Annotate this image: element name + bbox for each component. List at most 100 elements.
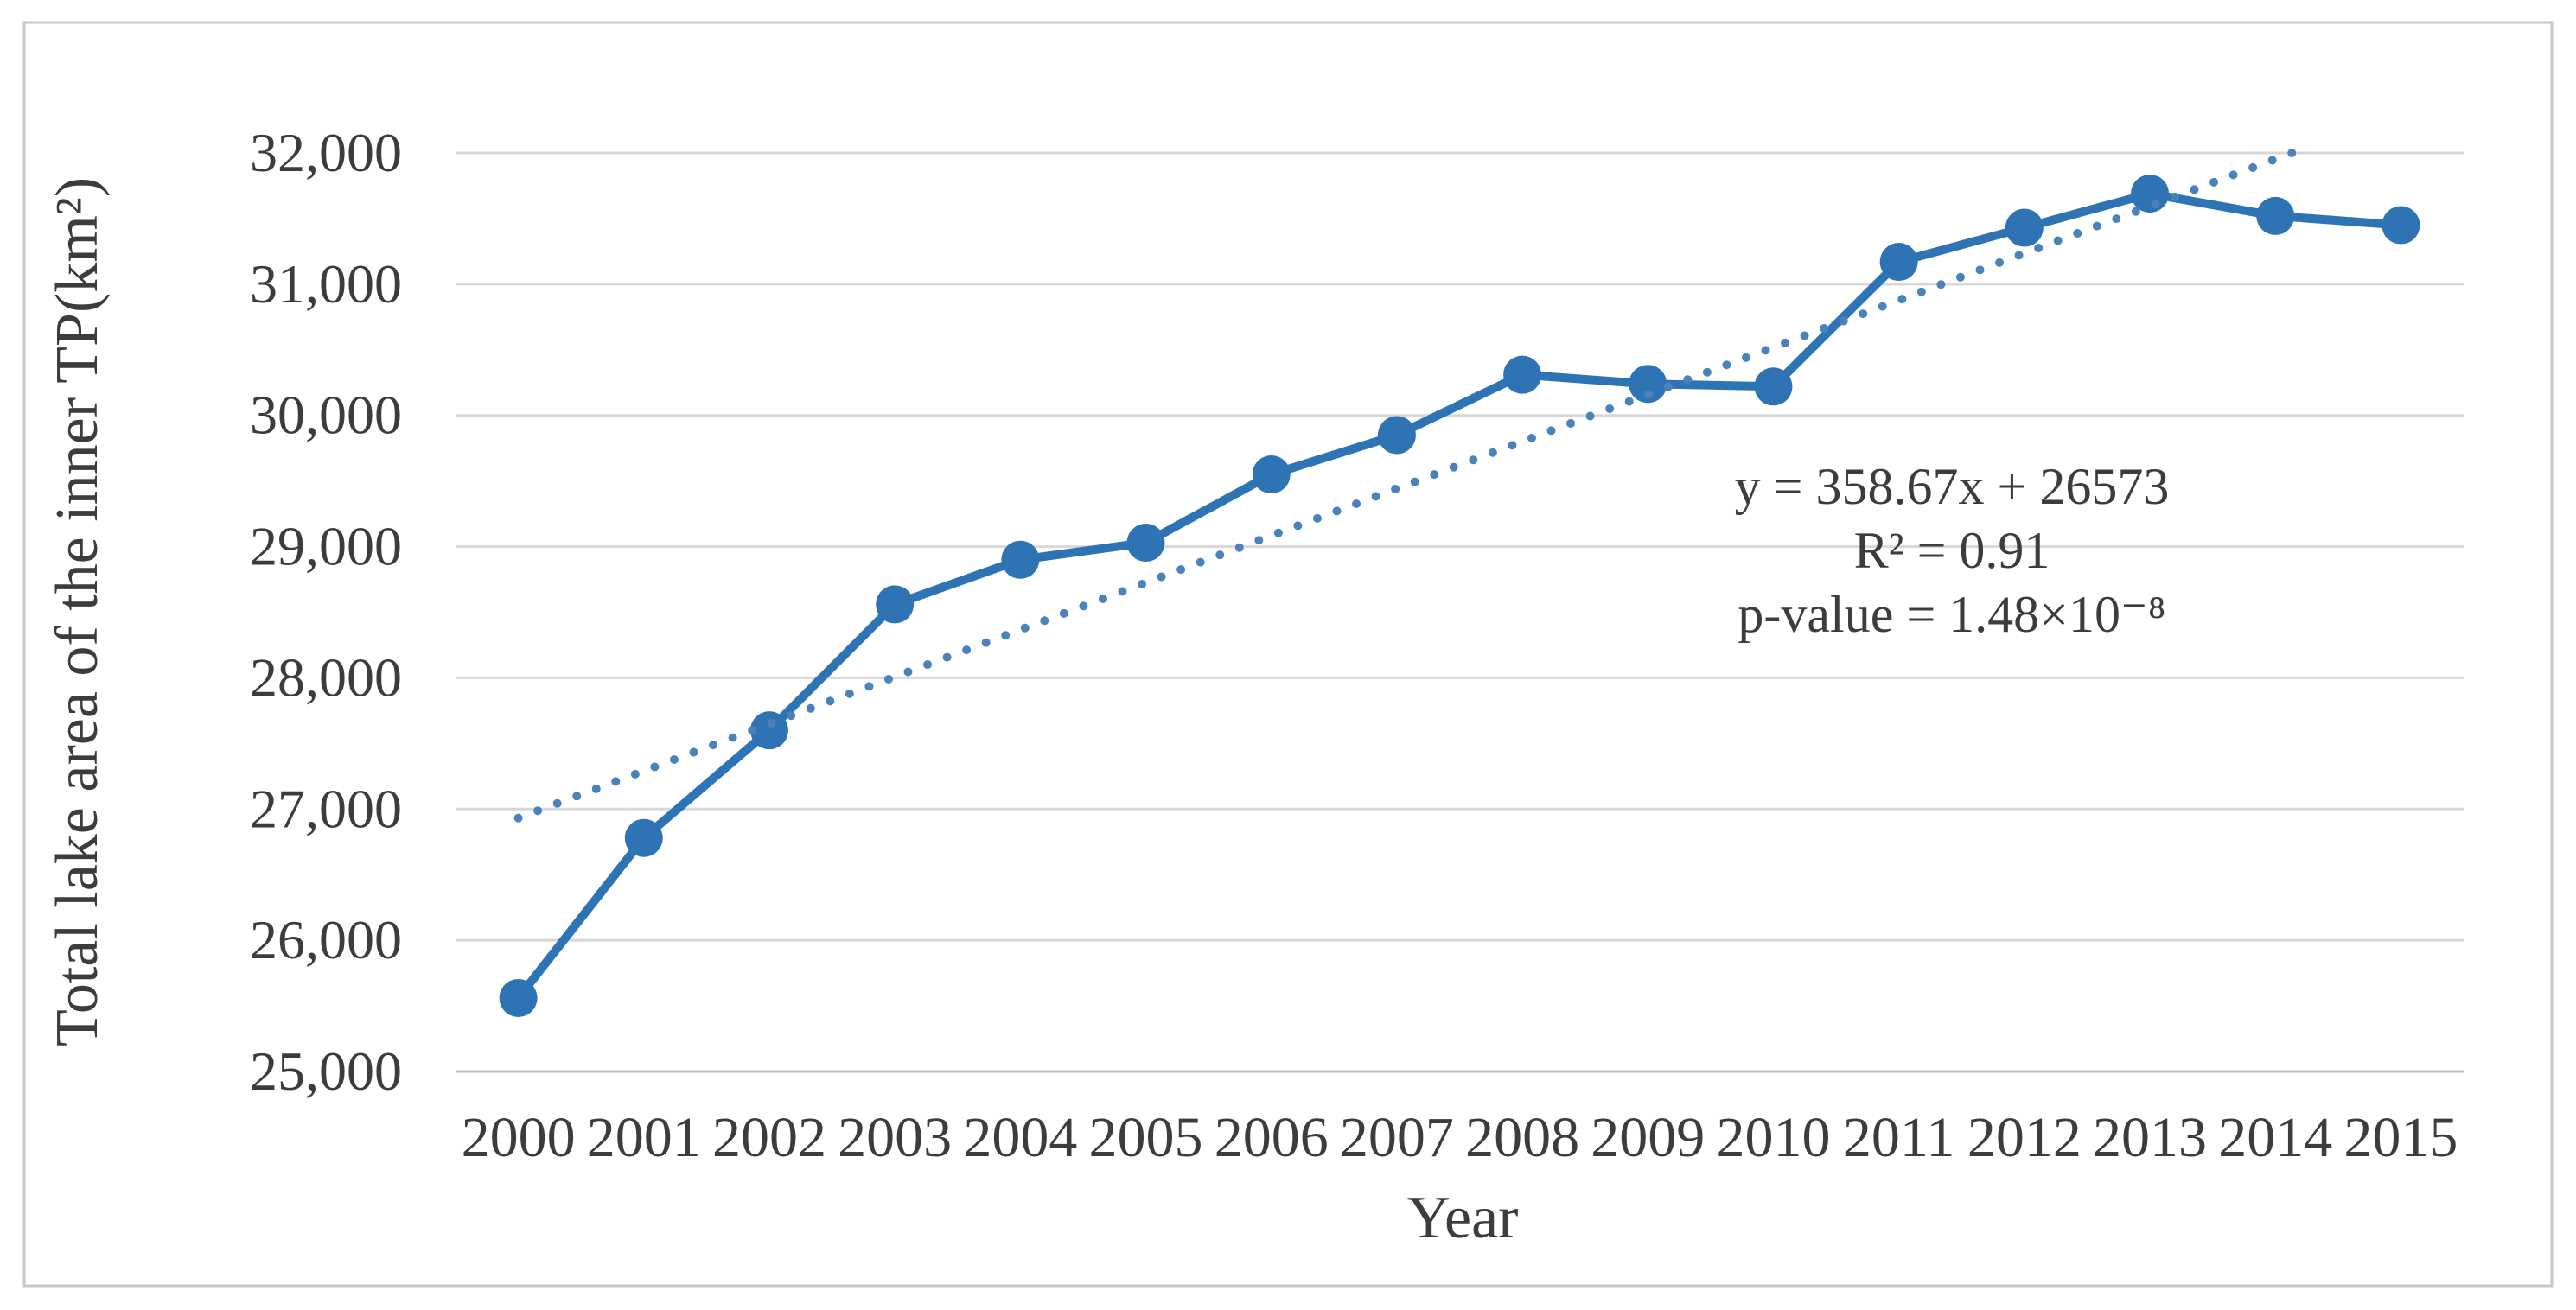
trendline-dot [2287,149,2297,157]
trendline-dot [1079,601,1088,611]
y-axis-title: Total lake area of the inner TP(km²) [44,177,111,1046]
trendline-dot [864,682,874,691]
annotation-equation: y = 358.67x + 26573 [1735,458,2170,515]
trendline-dot [1293,521,1303,531]
data-point-marker [876,585,915,624]
data-point-marker [1252,455,1291,494]
data-point-marker [2256,196,2295,235]
trendline-dot [1897,295,1907,304]
trendline-dot [826,696,835,706]
trendline-dot [2170,192,2179,201]
trendline-dot [2209,177,2219,187]
data-point-marker [1503,355,1542,394]
trendline-dot [2034,243,2044,252]
trendline-dot [1059,608,1068,618]
trendline-dot [1546,426,1556,436]
x-tick-label: 2010 [1716,1106,1830,1169]
x-tick-label: 2009 [1591,1106,1705,1169]
trendline-dot [2228,170,2238,180]
trendline-dot [669,754,679,764]
data-point-marker [1126,524,1165,563]
trendline-dot [1975,265,1985,275]
data-point-marker [749,711,788,750]
trendline-dotted [513,149,2297,823]
trendline-dot [1391,485,1400,494]
y-tick-label: 29,000 [250,516,402,577]
trendline-dot [1859,309,1868,319]
x-tick-label: 2003 [838,1106,952,1169]
y-tick-label: 28,000 [250,646,402,708]
x-axis-title: Year [1407,1185,1519,1251]
trendline-dot [1040,616,1049,626]
trendline-dot [552,798,562,808]
y-tick-label: 25,000 [250,1040,402,1102]
x-tick-label: 2002 [712,1106,826,1169]
trendline-dot [1157,572,1166,582]
trendline-dot [650,762,660,772]
trendline-dot [1215,550,1225,560]
trendline-dot [1761,346,1770,355]
trendline-dot [748,726,757,735]
trendline-dot [1020,623,1030,633]
trendline-dot [942,652,952,662]
trendline-dot [1254,536,1264,545]
trendline-dot [1410,477,1419,486]
trendline-dot [2248,162,2258,172]
trendline-dot [1995,258,2005,267]
trendline-dot [513,813,523,823]
trendline-dot [1488,448,1497,457]
trendline-dot [1234,543,1244,552]
trendline-dot [1800,331,1809,340]
x-tick-label: 2013 [2093,1106,2207,1169]
trendline-dot [845,689,854,698]
trendline-dot [1196,557,1205,567]
x-tick-label: 2014 [2218,1106,2332,1169]
trendline-dot [2267,156,2277,165]
trendline-dot [1624,397,1634,406]
trendline-dot [1820,323,1829,333]
trendline-dot [1527,433,1536,442]
data-point-marker [1001,540,1040,579]
data-point-marker [2131,175,2170,213]
trendline-dot [1702,367,1712,377]
trendline-dot [1781,338,1790,347]
trendline-dot [1741,353,1750,362]
trendline-dot [1001,631,1011,640]
y-tick-label: 31,000 [250,253,402,315]
x-tick-label: 2007 [1340,1106,1454,1169]
x-tick-label: 2001 [587,1106,701,1169]
trendline-dot [2053,236,2063,245]
trendline-dot [1176,565,1186,575]
data-point-marker [2382,206,2420,245]
x-tick-label: 2000 [462,1106,576,1169]
trendline-dot [1138,580,1147,589]
trendline-dot [1118,587,1127,596]
trendline-dot [1585,411,1595,421]
series-line [513,189,2406,1002]
trendline-dot [572,792,582,801]
figure-border [22,21,2554,1288]
trendline-dot [2092,221,2101,231]
y-tick-label: 27,000 [250,778,402,839]
annotation-r-squared: R² = 0.91 [1854,522,2050,579]
trendline-dot [2073,229,2082,238]
trendline-dot [787,711,796,721]
trendline-dot [1916,287,1926,296]
trendline-dot [1371,492,1380,501]
trendline-dot [767,718,776,728]
data-point-marker [1879,243,1918,282]
trendline-dot [1430,470,1439,480]
y-tick-label: 30,000 [250,385,402,446]
trendline-dot [2014,251,2024,260]
trendline-dot [1878,302,1887,311]
x-tick-label: 2005 [1089,1106,1203,1169]
data-point-marker [1629,365,1667,404]
trendline-dot [591,784,601,793]
trendline-dot [1273,528,1283,537]
trendline-dot [1683,375,1693,385]
trendline-dot [2190,185,2199,194]
trendline-dot [1332,506,1342,516]
plot-area: 25,000 26,000 27,000 28,000 29,000 30,000 31,0… [250,122,2464,1169]
data-point-marker [2005,208,2044,247]
